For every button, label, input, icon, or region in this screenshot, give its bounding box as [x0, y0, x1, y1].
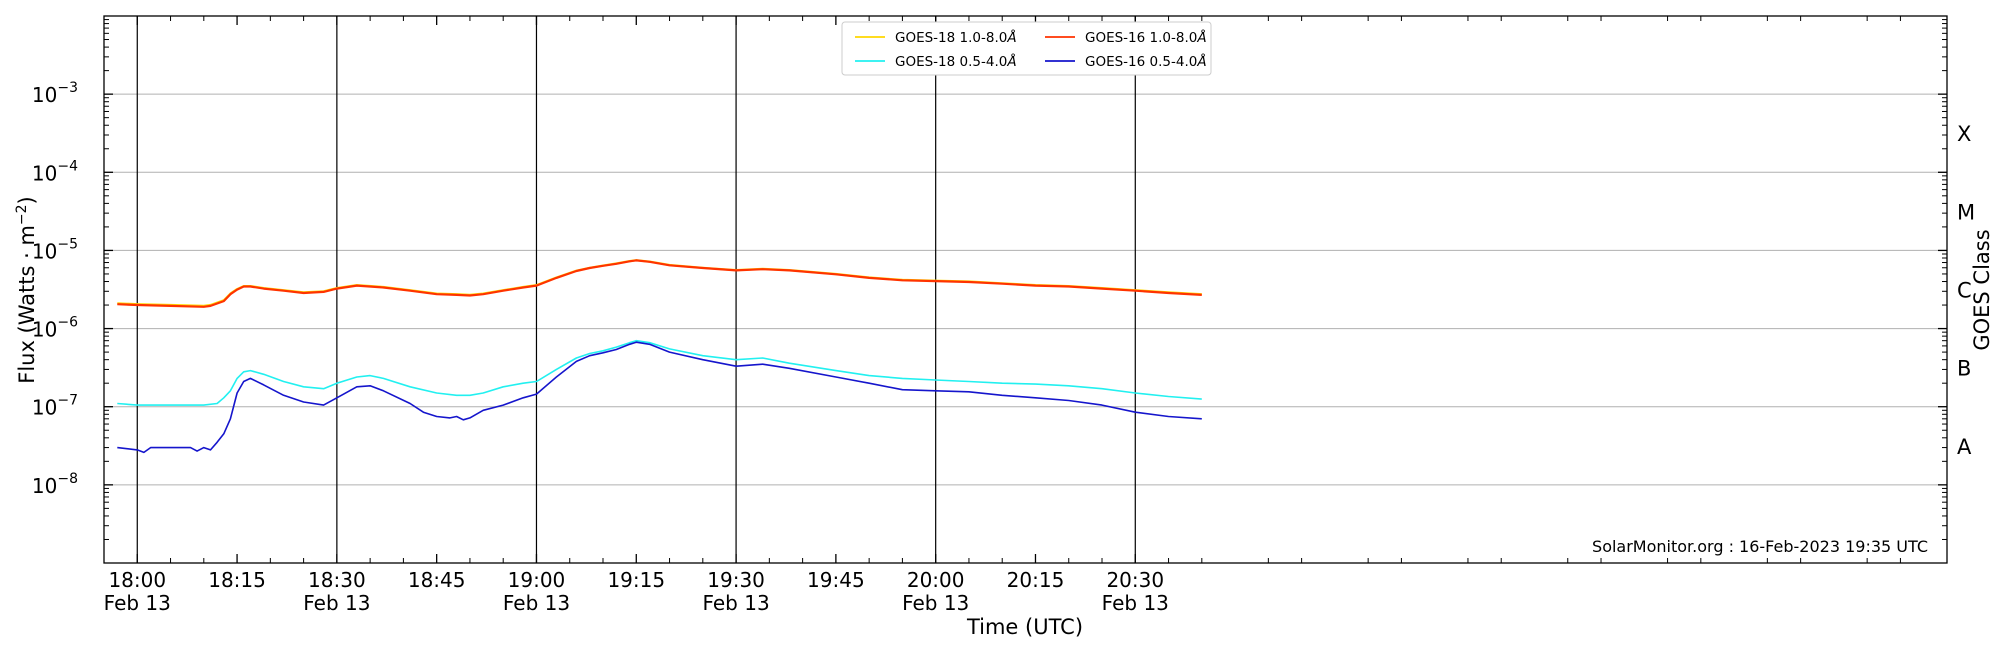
- y-tick-label: 10−4: [32, 158, 78, 185]
- x-tick-date-label: Feb 13: [1102, 591, 1169, 615]
- legend-entry-label: GOES-18 1.0-8.0Å: [895, 29, 1017, 46]
- day-hour-vertical-lines: [136, 16, 1136, 563]
- y-tick-label: 10−6: [32, 315, 78, 342]
- x-tick-time-label: 18:30: [308, 568, 366, 592]
- goes-class-label: M: [1957, 200, 1975, 224]
- x-tick-time-label: 19:15: [607, 568, 665, 592]
- y-tick-label: 10−8: [32, 471, 78, 498]
- goes-class-label: B: [1957, 357, 1971, 381]
- legend: GOES-18 1.0-8.0Å GOES-18 0.5-4.0Å GOES-16 …: [841, 21, 1212, 76]
- x-tick-date-label: Feb 13: [503, 591, 570, 615]
- y-axis-title: Flux (Watts · m−2): [14, 196, 39, 384]
- x-tick-time-label: 20:15: [1007, 568, 1065, 592]
- y-axis-ticks: 10−8 10−7 10−6 10−5 10−4 10−3: [32, 19, 1947, 540]
- credit-text: SolarMonitor.org : 16-Feb-2023 19:35 UTC: [1592, 537, 1928, 556]
- goes-class-label: X: [1957, 122, 1971, 146]
- x-axis-title: Time (UTC): [966, 615, 1083, 639]
- series-line-goes-16-1-0-8-0: [117, 259, 1202, 308]
- goes-class-labels: A B C M X: [1957, 122, 1975, 459]
- y-tick-label: 10−3: [32, 80, 78, 107]
- legend-box: [841, 21, 1212, 76]
- x-tick-time-label: 18:00: [108, 568, 166, 592]
- series-line-goes-18-0-5-4-0: [117, 339, 1202, 406]
- x-tick-time-label: 19:30: [707, 568, 765, 592]
- x-tick-time-label: 18:45: [408, 568, 466, 592]
- x-tick-time-label: 19:45: [807, 568, 865, 592]
- goes-class-label: C: [1957, 279, 1972, 303]
- x-tick-date-label: Feb 13: [303, 591, 370, 615]
- x-tick-date-label: Feb 13: [104, 591, 171, 615]
- x-tick-time-label: 19:00: [508, 568, 566, 592]
- x-tick-date-label: Feb 13: [902, 591, 969, 615]
- plot-frame: [103, 15, 1948, 564]
- x-tick-time-label: 20:00: [907, 568, 965, 592]
- goes-class-label: A: [1957, 435, 1972, 459]
- x-tick-time-label: 20:30: [1106, 568, 1164, 592]
- x-tick-time-label: 18:15: [208, 568, 266, 592]
- flux-series: [117, 259, 1202, 454]
- y-tick-label: 10−5: [32, 236, 78, 263]
- legend-entry-label: GOES-18 0.5-4.0Å: [895, 53, 1017, 70]
- series-line-goes-16-0-5-4-0: [117, 341, 1202, 454]
- legend-entry-label: GOES-16 1.0-8.0Å: [1085, 29, 1207, 46]
- y-tick-label: 10−7: [32, 393, 78, 420]
- legend-entry-label: GOES-16 0.5-4.0Å: [1085, 53, 1207, 70]
- x-tick-date-label: Feb 13: [702, 591, 769, 615]
- gridlines: [104, 93, 1947, 486]
- right-axis-title: GOES Class: [1970, 229, 1994, 350]
